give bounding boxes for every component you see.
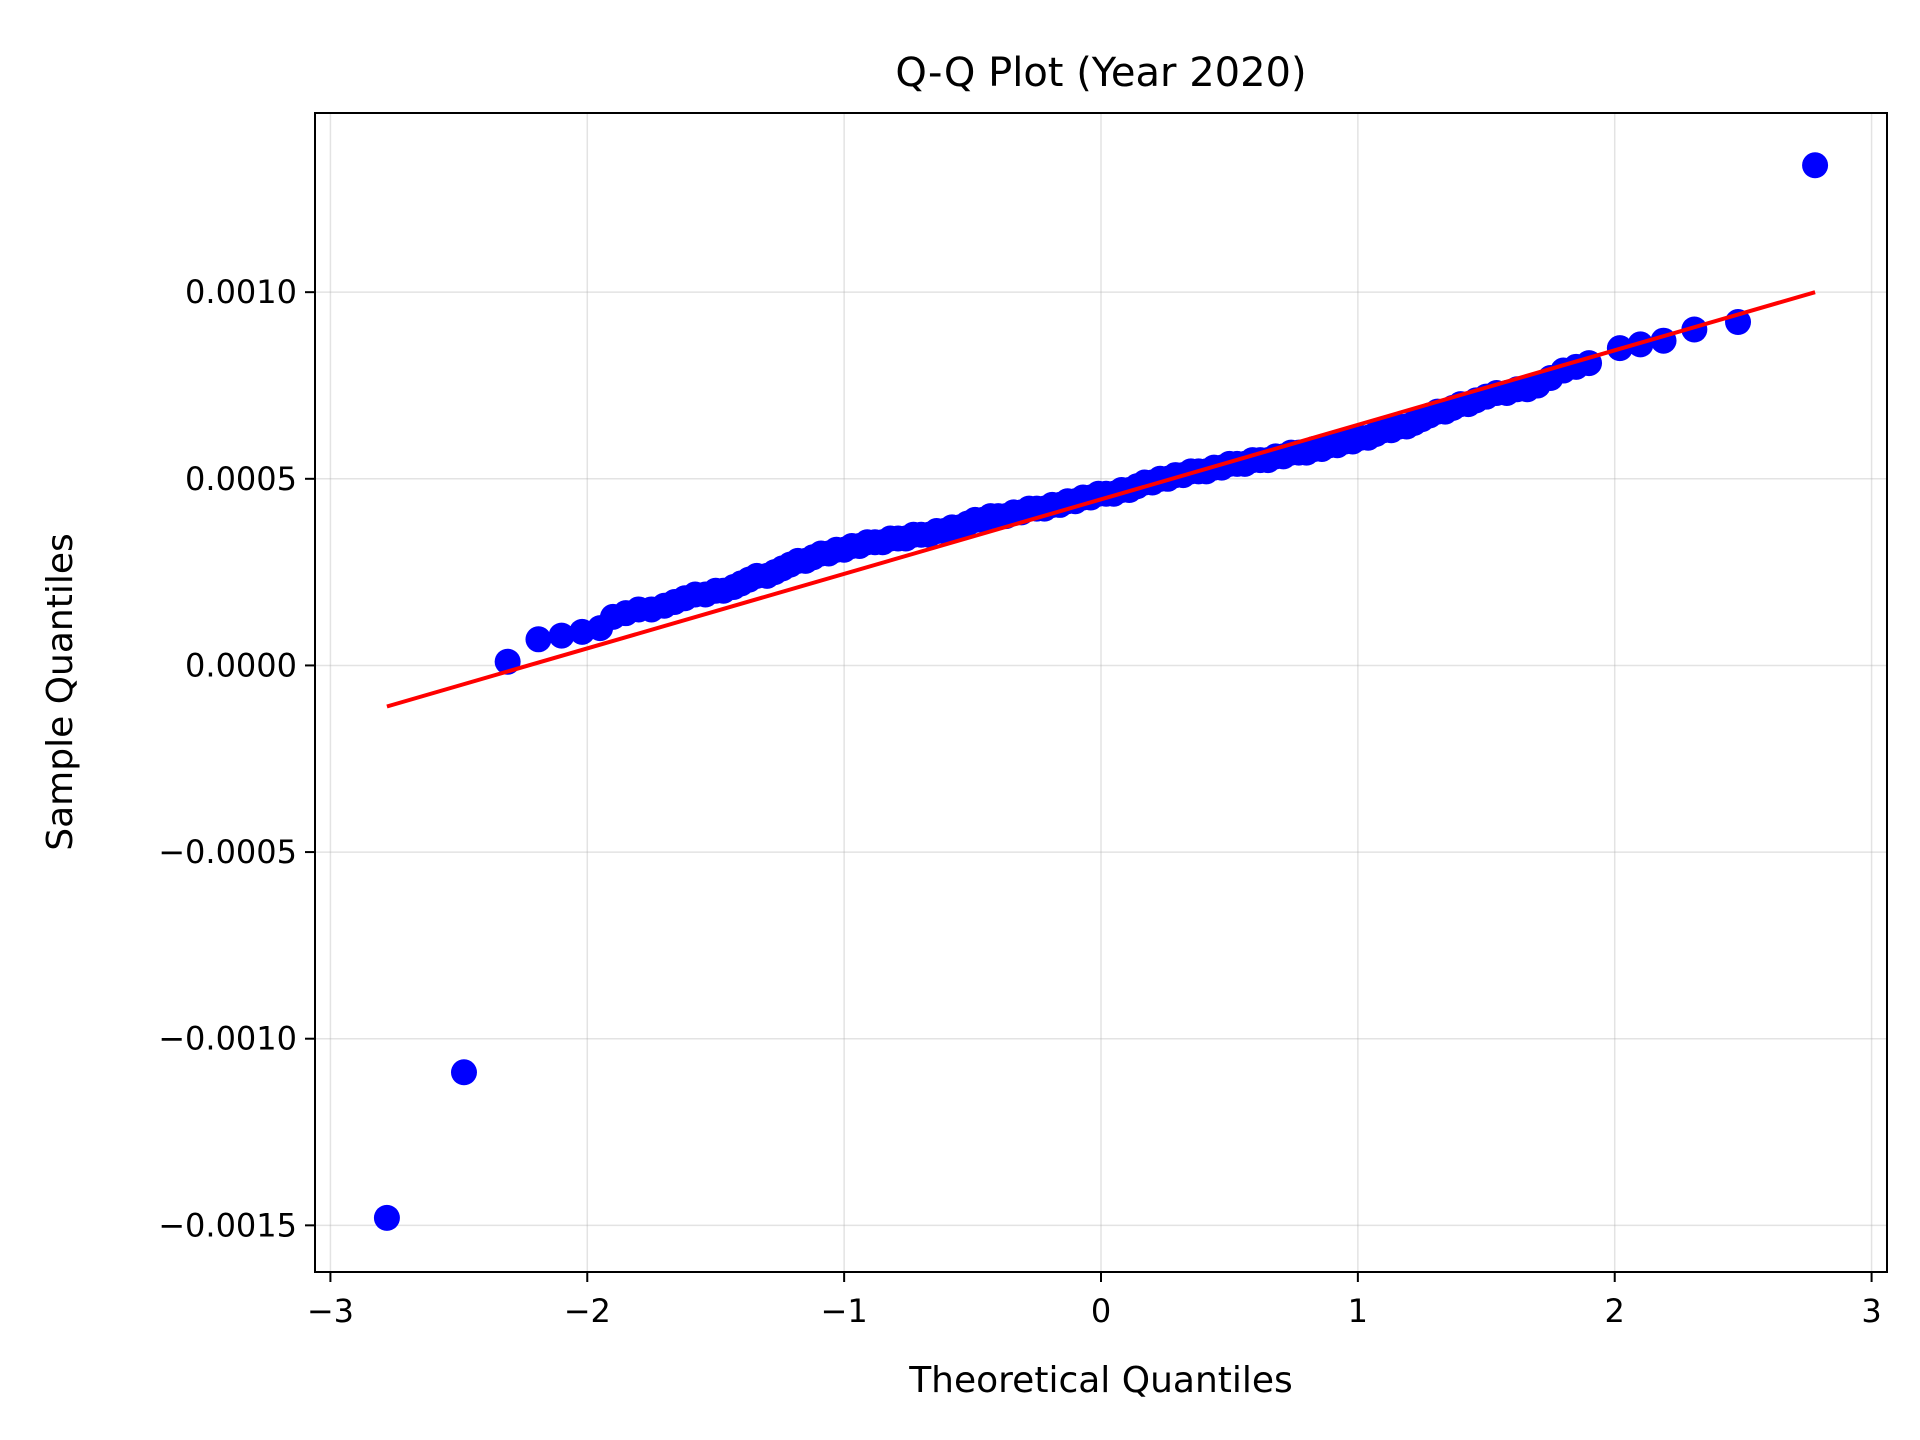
x-axis: −3 −2 −1 0 1 2 3 xyxy=(307,1272,1882,1330)
y-tick-label: 0.0010 xyxy=(185,273,297,311)
y-tick-label: 0.0005 xyxy=(185,460,297,498)
x-tick-label: −2 xyxy=(564,1292,611,1330)
y-axis: −0.0015 −0.0010 −0.0005 0.0000 0.0005 0.0010 xyxy=(158,273,315,1244)
sample-point xyxy=(548,622,575,649)
grid xyxy=(315,113,1887,1272)
fit-line xyxy=(386,290,1816,709)
x-tick-label: 0 xyxy=(1091,1292,1111,1330)
reference-line xyxy=(386,290,1816,709)
chart-title: Q-Q Plot (Year 2020) xyxy=(895,50,1306,96)
sample-point xyxy=(373,1204,400,1231)
x-tick-label: −1 xyxy=(821,1292,868,1330)
y-tick-label: −0.0005 xyxy=(158,833,297,871)
x-tick-label: −3 xyxy=(307,1292,354,1330)
x-axis-label: Theoretical Quantiles xyxy=(908,1360,1293,1401)
x-tick-label: 2 xyxy=(1605,1292,1625,1330)
y-tick-label: −0.0010 xyxy=(158,1020,297,1058)
x-tick-label: 3 xyxy=(1861,1292,1881,1330)
x-tick-label: 1 xyxy=(1348,1292,1368,1330)
sample-point xyxy=(1681,316,1708,343)
sample-point xyxy=(1802,152,1829,179)
sample-point xyxy=(525,626,552,653)
y-tick-label: −0.0015 xyxy=(158,1206,297,1244)
y-axis-label: Sample Quantiles xyxy=(40,533,81,850)
y-tick-label: 0.0000 xyxy=(185,646,297,684)
sample-point xyxy=(450,1059,477,1086)
